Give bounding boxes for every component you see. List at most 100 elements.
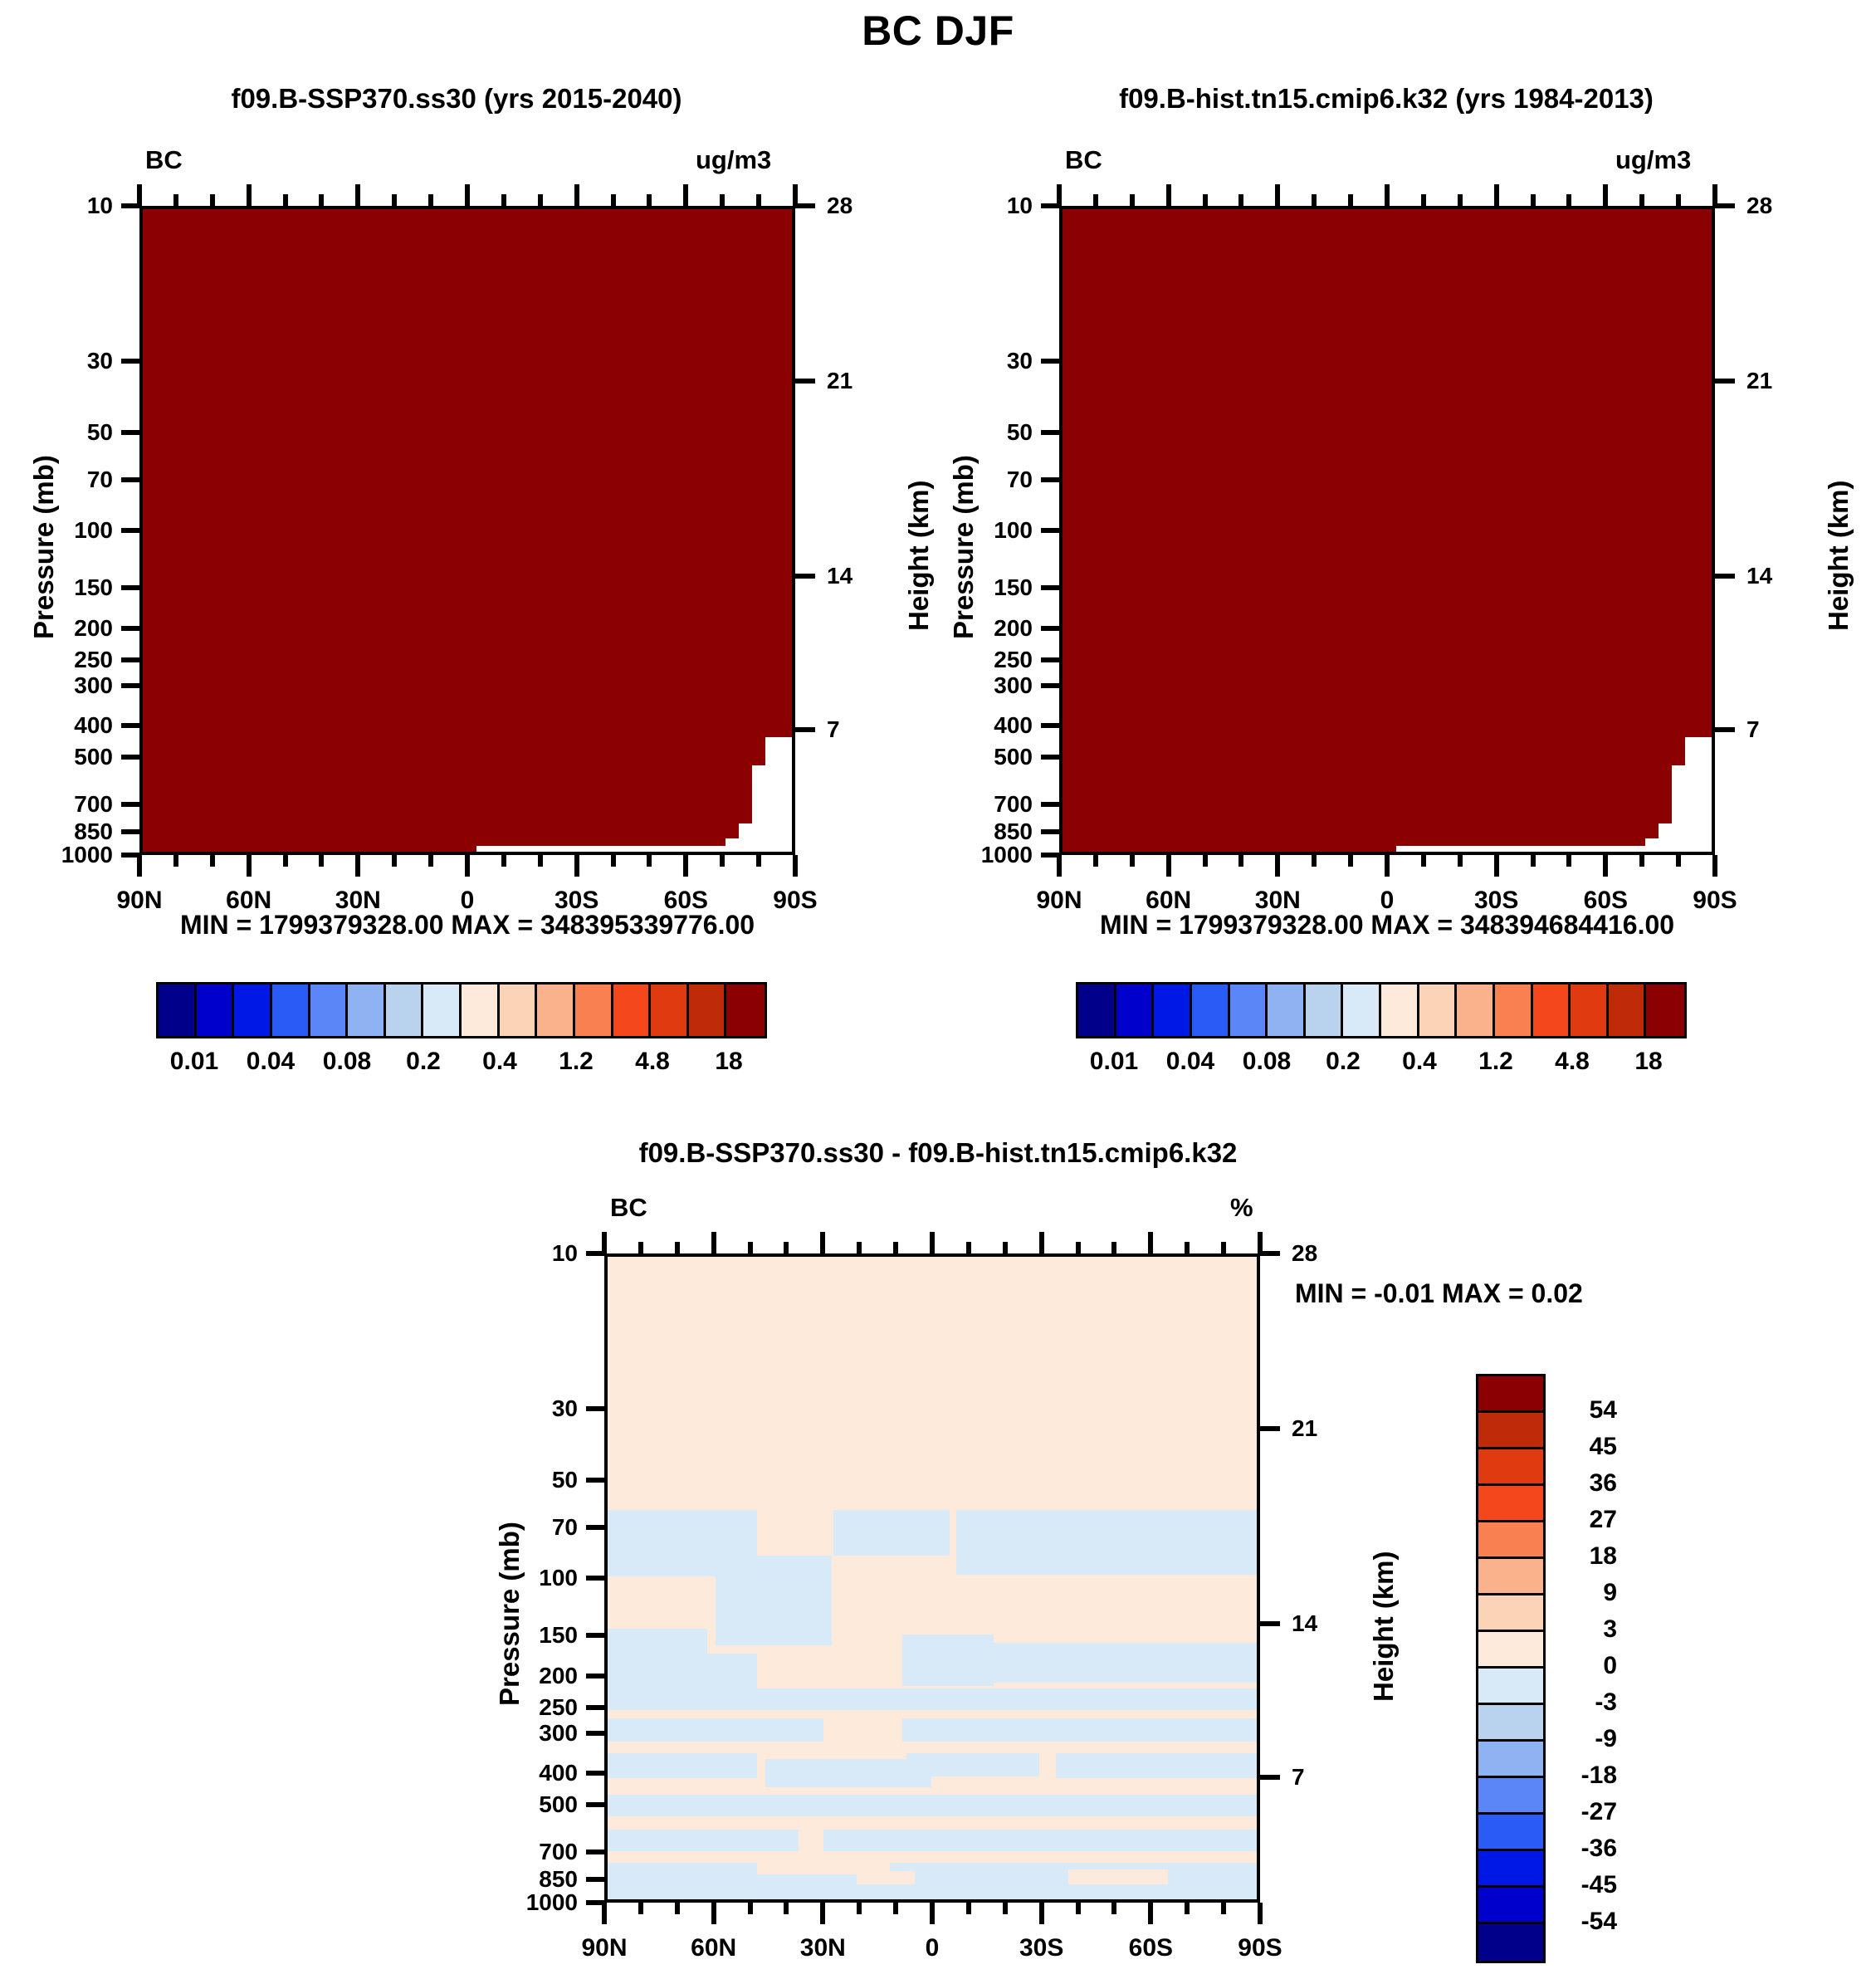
x-tick-mark-minor: [209, 855, 215, 867]
y-tick-mark: [121, 203, 139, 208]
y2-tick-mark: [1260, 1251, 1280, 1256]
diff-band: [608, 1753, 757, 1778]
x-tick-mark-minor: [1312, 855, 1317, 867]
y-tick-mark: [586, 1850, 604, 1855]
x-tick-label: 90S: [1238, 1934, 1282, 1962]
x-tick-mark-minor-top: [756, 194, 762, 206]
y2-tick-mark: [795, 573, 815, 579]
x-tick-mark-major-top: [1385, 184, 1390, 206]
diff-band: [608, 1830, 799, 1851]
diff-band: [1068, 1869, 1168, 1884]
x-tick-mark-major: [574, 855, 579, 877]
colorbar-cell: [1305, 985, 1344, 1036]
right-panel-unit-label: ug/m3: [1615, 145, 1692, 174]
x-tick-mark-minor-top: [501, 194, 506, 206]
y-tick-label: 100: [539, 1565, 578, 1591]
diff-panel-var-label: BC: [610, 1193, 647, 1222]
x-tick-label: 0: [925, 1934, 940, 1962]
x-tick-mark-minor: [1111, 1903, 1117, 1914]
colorbar-cell: [1343, 985, 1381, 1036]
diff-panel-colorbar[interactable]: [1476, 1374, 1546, 1963]
colorbar-cell: [1478, 1742, 1543, 1778]
x-tick-mark-major: [465, 855, 470, 877]
x-tick-mark-major: [930, 1903, 935, 1924]
x-tick-mark-minor-top: [610, 194, 616, 206]
x-tick-mark-minor: [1202, 855, 1208, 867]
colorbar-cell: [1116, 985, 1155, 1036]
y-tick-mark: [586, 1576, 604, 1581]
y-tick-label: 70: [86, 467, 113, 493]
y-tick-label: 200: [74, 614, 113, 641]
x-tick-mark-minor: [893, 1903, 899, 1914]
diff-band: [857, 1871, 915, 1884]
colorbar-cell: [1478, 1778, 1543, 1815]
colorbar-cell: [1381, 985, 1419, 1036]
y-tick-label: 10: [1006, 193, 1033, 218]
colorbar-tick-label: -18: [1580, 1762, 1617, 1789]
left-panel-colorbar[interactable]: [156, 982, 767, 1038]
x-tick-mark-minor: [784, 1903, 789, 1914]
left-panel-colorbar-labels: 0.01 0.04 0.08 0.2 0.4 1.2 4.8 18: [156, 1048, 762, 1081]
x-tick-mark-major: [1165, 855, 1171, 877]
diff-band: [906, 1753, 1039, 1776]
diff-band: [608, 1718, 823, 1742]
x-tick-mark-major-top: [793, 184, 798, 206]
x-tick-mark-minor-top: [209, 194, 215, 206]
x-tick-mark-major: [820, 1903, 826, 1924]
x-tick-label: 90N: [116, 887, 163, 914]
x-tick-label: 90N: [581, 1934, 628, 1962]
colorbar-tick-label: -36: [1580, 1835, 1617, 1862]
y-tick-label: 500: [994, 744, 1033, 770]
x-tick-mark-major-top: [1148, 1232, 1154, 1253]
y-tick-label: 400: [74, 712, 113, 739]
colorbar-cell: [1078, 985, 1116, 1036]
colorbar-tick-label: 0.2: [1326, 1048, 1361, 1075]
x-tick-mark-minor-top: [638, 1242, 643, 1253]
colorbar-cell: [1478, 1924, 1543, 1961]
diff-band: [1056, 1753, 1257, 1778]
colorbar-cell: [1478, 1522, 1543, 1559]
colorbar-cell: [1268, 985, 1306, 1036]
colorbar-cell: [1154, 985, 1192, 1036]
y2-tick-label: 21: [1292, 1415, 1318, 1442]
y2-tick-label: 14: [1292, 1610, 1318, 1636]
diff-band: [956, 1510, 1257, 1575]
y-tick-mark: [586, 1405, 604, 1411]
x-tick-mark-major: [1493, 855, 1499, 877]
colorbar-tick-label: 9: [1603, 1579, 1617, 1606]
y-tick-mark: [121, 477, 139, 483]
y-tick-label: 400: [994, 712, 1033, 739]
colorbar-tick-label: -54: [1580, 1908, 1617, 1935]
y-tick-label: 1000: [61, 842, 113, 867]
colorbar-cell: [651, 985, 689, 1036]
y-tick-mark: [586, 1802, 604, 1808]
x-tick-mark-major: [711, 1903, 716, 1924]
x-tick-mark-minor: [319, 855, 325, 867]
x-tick-mark-minor-top: [173, 194, 178, 206]
x-tick-mark-minor: [1530, 855, 1536, 867]
colorbar-cell: [462, 985, 500, 1036]
diff-band: [981, 1643, 1257, 1683]
right-panel-colorbar[interactable]: [1076, 982, 1687, 1038]
x-tick-label: 0: [460, 887, 475, 914]
x-tick-mark-minor: [1075, 1903, 1081, 1914]
left-panel-missing-wedge-a: [765, 737, 792, 852]
y2-tick-label: 14: [1747, 562, 1773, 589]
y-tick-mark: [121, 802, 139, 808]
right-panel-surface-strip: [1396, 846, 1645, 852]
y-tick-mark: [121, 430, 139, 436]
y-tick-label: 250: [74, 646, 113, 672]
y2-tick-label: 21: [827, 368, 853, 394]
x-tick-mark-major: [1712, 855, 1717, 877]
x-tick-mark-minor: [857, 1903, 862, 1914]
colorbar-cell: [1478, 1815, 1543, 1851]
x-tick-mark-minor-top: [720, 194, 725, 206]
y2-tick-mark: [1715, 203, 1735, 208]
y-tick-label: 200: [994, 614, 1033, 641]
x-tick-mark-minor-top: [1202, 194, 1208, 206]
x-tick-mark-major: [1603, 855, 1609, 877]
x-tick-mark-major-top: [246, 184, 252, 206]
x-tick-mark-minor: [647, 855, 652, 867]
colorbar-cell: [688, 985, 727, 1036]
x-tick-mark-major: [137, 855, 142, 877]
